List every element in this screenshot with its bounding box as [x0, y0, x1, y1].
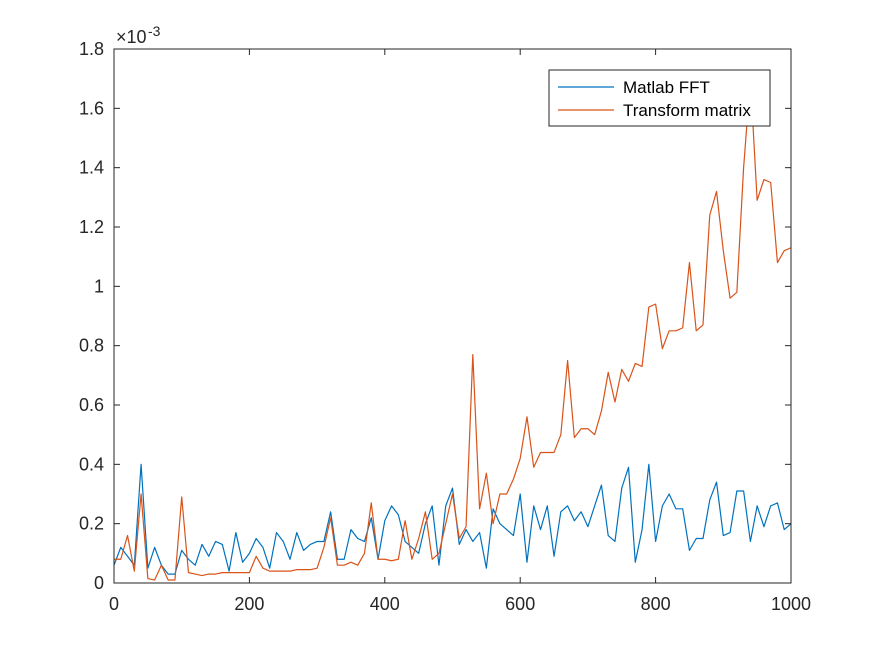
y-multiplier-exponent: -3	[148, 23, 161, 39]
x-tick-label: 1000	[771, 594, 811, 614]
legend-box	[548, 69, 771, 127]
plot-area	[114, 49, 791, 583]
x-tick-label: 200	[234, 594, 264, 614]
y-multiplier-base: ×10	[116, 27, 147, 47]
y-tick-label: 1.6	[79, 98, 104, 118]
x-tick-label: 400	[370, 594, 400, 614]
x-tick-label: 800	[641, 594, 671, 614]
tick-layer: 0 200 400 600 800 1000 0 0.2 0.4 0.6 0.8 1 1.2 1.4 1.6…	[79, 39, 811, 614]
y-multiplier-label: ×10 -3	[116, 23, 161, 47]
axes-box	[113, 48, 792, 584]
series-layer	[114, 78, 791, 581]
legend: Matlab FFT Transform matrix	[548, 69, 771, 127]
x-tick-label: 600	[505, 594, 535, 614]
y-tick-label: 1.4	[79, 158, 104, 178]
y-tick-label: 0.4	[79, 454, 104, 474]
series-line-matlab-fft	[114, 463, 791, 575]
legend-label-matlab-fft: Matlab FFT	[623, 78, 710, 97]
y-tick-label: 0	[94, 573, 104, 593]
y-tick-label: 0.8	[79, 336, 104, 356]
x-tick-label: 0	[109, 594, 119, 614]
y-tick-label: 0.6	[79, 395, 104, 415]
y-tick-label: 1.8	[79, 39, 104, 59]
y-tick-label: 1.2	[79, 217, 104, 237]
y-tick-label: 1	[94, 276, 104, 296]
series-line-transform-matrix	[114, 78, 791, 581]
legend-label-transform-matrix: Transform matrix	[623, 101, 751, 120]
y-tick-label: 0.2	[79, 514, 104, 534]
